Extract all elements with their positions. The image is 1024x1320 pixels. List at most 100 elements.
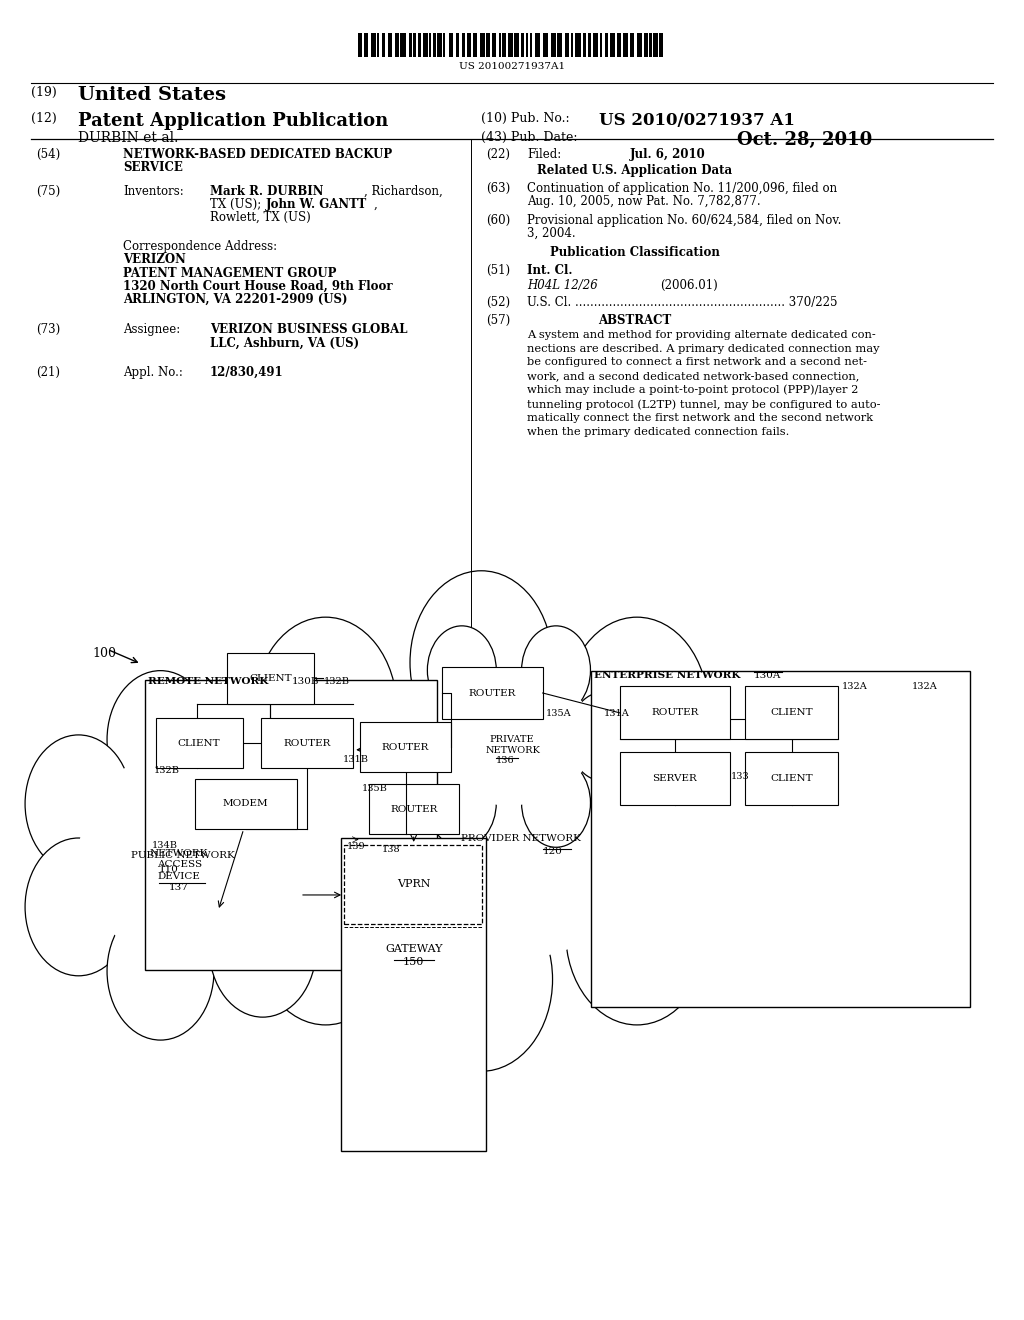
Text: CLIENT: CLIENT [770,709,813,717]
Bar [429,33,431,57]
Text: 132A: 132A [842,682,867,692]
Text: SERVICE: SERVICE [123,161,182,174]
Text: (43) Pub. Date:: (43) Pub. Date: [481,131,578,144]
Text: US 2010/0271937 A1: US 2010/0271937 A1 [599,112,795,129]
Bar [600,33,602,57]
Text: REMOTE NETWORK: REMOTE NETWORK [148,677,272,686]
FancyBboxPatch shape [620,686,730,739]
Circle shape [521,626,591,714]
Bar [456,33,459,57]
Circle shape [410,570,553,755]
Text: 132B: 132B [324,677,349,686]
Bar [543,33,548,57]
Text: 138: 138 [382,845,400,854]
Text: Mark R. DURBIN: Mark R. DURBIN [210,185,324,198]
FancyBboxPatch shape [360,722,451,772]
Text: ROUTER: ROUTER [284,739,331,747]
Circle shape [427,759,497,847]
Bar [371,33,376,57]
Bar [423,33,428,57]
Text: Continuation of application No. 11/200,096, filed on: Continuation of application No. 11/200,0… [527,182,838,195]
Bar [480,33,485,57]
Text: 133: 133 [731,772,750,781]
FancyBboxPatch shape [620,752,730,805]
Bar [617,33,621,57]
Text: 150: 150 [403,957,424,968]
Text: (51): (51) [486,264,511,277]
FancyBboxPatch shape [227,653,314,704]
Circle shape [25,735,132,873]
Bar [610,33,615,57]
Circle shape [568,692,638,781]
Text: 1320 North Court House Road, 9th Floor: 1320 North Court House Road, 9th Floor [123,280,392,293]
Bar [502,33,506,57]
FancyBboxPatch shape [442,667,543,719]
Text: (10) Pub. No.:: (10) Pub. No.: [481,112,578,125]
Bar [462,33,465,57]
FancyBboxPatch shape [145,680,437,970]
Text: US 20100271937A1: US 20100271937A1 [459,62,565,71]
Bar [551,33,556,57]
Bar [508,33,513,57]
Bar [418,33,421,57]
Bar [433,33,436,57]
Text: 136: 136 [496,756,514,766]
Text: Correspondence Address:: Correspondence Address: [123,240,278,253]
FancyBboxPatch shape [745,686,838,739]
Text: ENTERPRISE NETWORK: ENTERPRISE NETWORK [594,671,744,680]
Bar [395,33,399,57]
Bar [575,33,581,57]
Bar [605,33,608,57]
Text: (2006.01): (2006.01) [660,279,718,292]
Text: PRIVATE: PRIVATE [489,735,535,744]
Bar [593,33,598,57]
Text: (52): (52) [486,296,511,309]
Text: ROUTER: ROUTER [651,709,698,717]
Ellipse shape [283,678,680,964]
FancyBboxPatch shape [745,752,838,805]
FancyBboxPatch shape [344,845,482,924]
Text: ROUTER: ROUTER [390,805,437,813]
Bar [400,33,406,57]
Text: 130A: 130A [754,671,781,680]
Text: NETWORK
ACCESS
DEVICE
137: NETWORK ACCESS DEVICE 137 [150,849,209,892]
Circle shape [254,841,397,1024]
Circle shape [108,903,214,1040]
Text: PATENT MANAGEMENT GROUP: PATENT MANAGEMENT GROUP [123,267,336,280]
Text: Aug. 10, 2005, now Pat. No. 7,782,877.: Aug. 10, 2005, now Pat. No. 7,782,877. [527,195,761,209]
Bar [644,33,648,57]
Text: VERIZON BUSINESS GLOBAL: VERIZON BUSINESS GLOBAL [210,323,408,337]
Text: CLIENT: CLIENT [770,775,813,783]
Circle shape [427,626,497,714]
Bar [358,33,362,57]
Text: (19): (19) [31,86,60,99]
Bar [588,33,591,57]
Bar [637,33,642,57]
Bar [521,33,524,57]
Text: TX (US);: TX (US); [210,198,265,211]
Bar [492,33,496,57]
Text: Oct. 28, 2010: Oct. 28, 2010 [737,131,872,149]
Circle shape [254,618,397,801]
Text: VPRN: VPRN [397,879,430,890]
Text: Filed:: Filed: [527,148,561,161]
Text: ,: , [374,198,378,211]
Text: Rowlett, TX (US): Rowlett, TX (US) [210,211,310,224]
Text: United States: United States [78,86,226,104]
Bar [623,33,628,57]
Text: (75): (75) [36,185,60,198]
Bar [630,33,634,57]
Bar [437,33,442,57]
Text: Related U.S. Application Data: Related U.S. Application Data [538,164,732,177]
Bar [473,33,477,57]
Circle shape [108,671,214,808]
Bar [409,33,412,57]
Text: (60): (60) [486,214,511,227]
Text: (73): (73) [36,323,60,337]
Ellipse shape [79,748,296,962]
Text: 131A: 131A [604,709,630,718]
Text: ROUTER: ROUTER [382,743,429,751]
Circle shape [209,879,316,1018]
Bar [530,33,532,57]
Text: , Richardson,: , Richardson, [364,185,442,198]
